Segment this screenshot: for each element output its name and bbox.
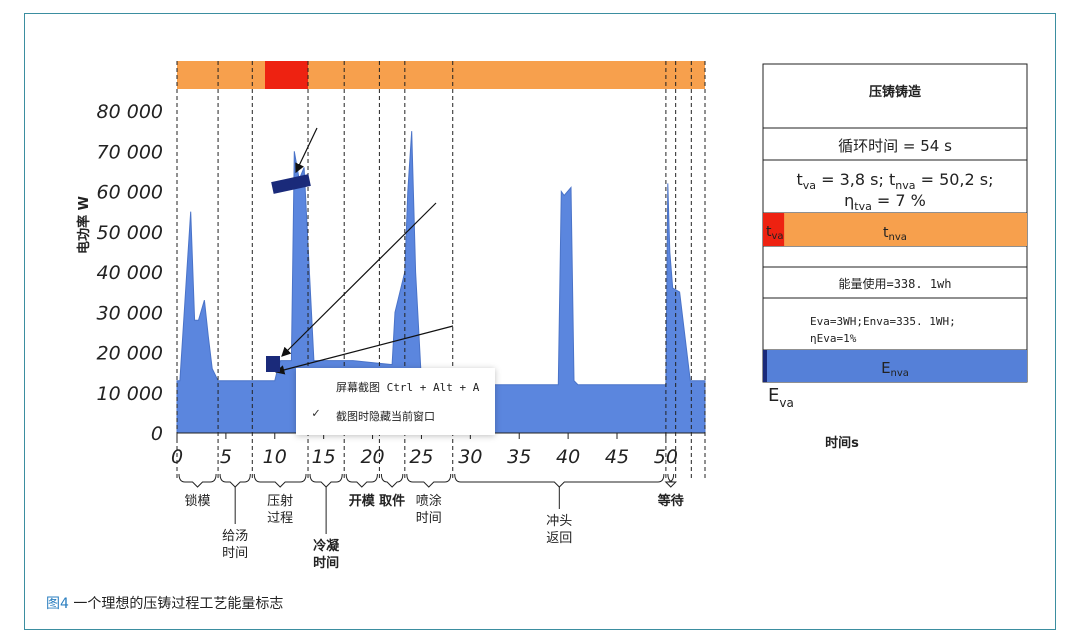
energy-efficiency: ηEva=1% bbox=[810, 332, 857, 345]
y-tick-label: 30 000 bbox=[97, 302, 163, 324]
panel-title: 压铸铸造 bbox=[869, 84, 922, 100]
x-tick-label: 35 bbox=[507, 446, 531, 468]
x-tick-label: 15 bbox=[312, 446, 336, 468]
eva-peak-marker bbox=[271, 174, 311, 194]
y-tick-label: 10 000 bbox=[97, 383, 163, 405]
x-tick-label: 10 bbox=[263, 446, 287, 468]
phase-label: 返回 bbox=[546, 531, 572, 546]
phase-brace bbox=[253, 473, 307, 488]
phase-brace bbox=[454, 473, 665, 488]
time-bar-va bbox=[763, 213, 785, 246]
phase-label: 锁模 bbox=[185, 493, 211, 509]
x-tick-label: 20 bbox=[360, 446, 384, 468]
phase-label: 压射 bbox=[267, 493, 293, 509]
eva-marker bbox=[266, 356, 280, 372]
phase-brace bbox=[219, 473, 251, 488]
y-axis-label: 电功率 W bbox=[76, 196, 92, 254]
phase-label: 时间 bbox=[313, 555, 339, 571]
phase-label: 过程 bbox=[267, 511, 293, 526]
time-bar-nva bbox=[763, 213, 1027, 246]
energy-bar-va bbox=[763, 350, 767, 382]
time-breakdown: tva = 3,8 s; tnva = 50,2 s; bbox=[797, 170, 994, 192]
eva-label: Eva bbox=[768, 385, 794, 410]
caption-text: 一个理想的压铸过程工艺能量标志 bbox=[73, 596, 284, 612]
x-tick-label: 5 bbox=[220, 446, 232, 468]
cycle-time: 循环时间 = 54 s bbox=[838, 137, 952, 155]
phase-label: 时间 bbox=[416, 511, 442, 526]
x-tick-label: 30 bbox=[458, 446, 482, 468]
annotation-arrow bbox=[274, 325, 454, 375]
tva-label: tva bbox=[766, 224, 784, 242]
time-axis-label: 时间s bbox=[825, 435, 859, 451]
figure-frame bbox=[24, 13, 1056, 630]
y-tick-label: 50 000 bbox=[97, 222, 163, 244]
value-added-segment bbox=[265, 61, 309, 89]
energy-breakdown: Eva=3WH;Enva=335. 1WH; bbox=[810, 315, 956, 328]
process-bar bbox=[177, 61, 705, 89]
check-icon: ✓ bbox=[312, 406, 320, 421]
figure-number: 图4 bbox=[46, 596, 69, 612]
x-tick-label: 45 bbox=[605, 446, 629, 468]
figure-caption: 图4 一个理想的压铸过程工艺能量标志 bbox=[46, 593, 283, 613]
y-tick-label: 0 bbox=[151, 423, 163, 445]
menu-item-screenshot[interactable]: 屏幕截图 Ctrl + Alt + A bbox=[336, 381, 480, 394]
phase-label: 取件 bbox=[379, 493, 405, 509]
energy-bar-nva bbox=[763, 350, 1027, 382]
x-tick-label: 40 bbox=[556, 446, 580, 468]
phase-brace bbox=[345, 473, 378, 488]
phase-brace bbox=[380, 473, 404, 488]
y-tick-label: 80 000 bbox=[97, 101, 163, 123]
enva-label: Enva bbox=[881, 359, 909, 379]
energy-use: 能量使用=338. 1wh bbox=[838, 276, 951, 291]
menu-item-hide-window[interactable]: 截图时隐藏当前窗口 bbox=[336, 410, 435, 423]
phase-label: 冲头 bbox=[546, 514, 572, 529]
y-tick-label: 60 000 bbox=[97, 182, 163, 204]
phase-label: 开模 bbox=[349, 493, 376, 509]
phase-label: 喷涂 bbox=[416, 493, 442, 509]
phase-label: 等待 bbox=[657, 493, 684, 509]
phase-label: 给汤 bbox=[222, 529, 248, 544]
annotation-arrow bbox=[295, 127, 318, 174]
phase-brace bbox=[309, 473, 343, 488]
screenshot-context-menu: 屏幕截图 Ctrl + Alt + A ✓ 截图时隐藏当前窗口 bbox=[296, 368, 495, 435]
phase-brace bbox=[406, 473, 452, 488]
x-tick-label: 50 bbox=[654, 446, 678, 468]
annotation-arrow bbox=[281, 202, 437, 357]
phase-label: 冷凝 bbox=[313, 538, 340, 554]
y-tick-label: 70 000 bbox=[97, 141, 163, 163]
time-efficiency: ηtva = 7 % bbox=[844, 191, 926, 213]
y-tick-label: 40 000 bbox=[97, 262, 163, 284]
y-tick-label: 20 000 bbox=[97, 343, 163, 365]
x-tick-label: 0 bbox=[171, 446, 183, 468]
x-tick-label: 25 bbox=[409, 446, 433, 468]
tnva-label: tnva bbox=[883, 225, 907, 243]
phase-brace bbox=[664, 473, 677, 488]
phase-label: 时间 bbox=[222, 546, 248, 561]
phase-brace bbox=[178, 473, 217, 488]
